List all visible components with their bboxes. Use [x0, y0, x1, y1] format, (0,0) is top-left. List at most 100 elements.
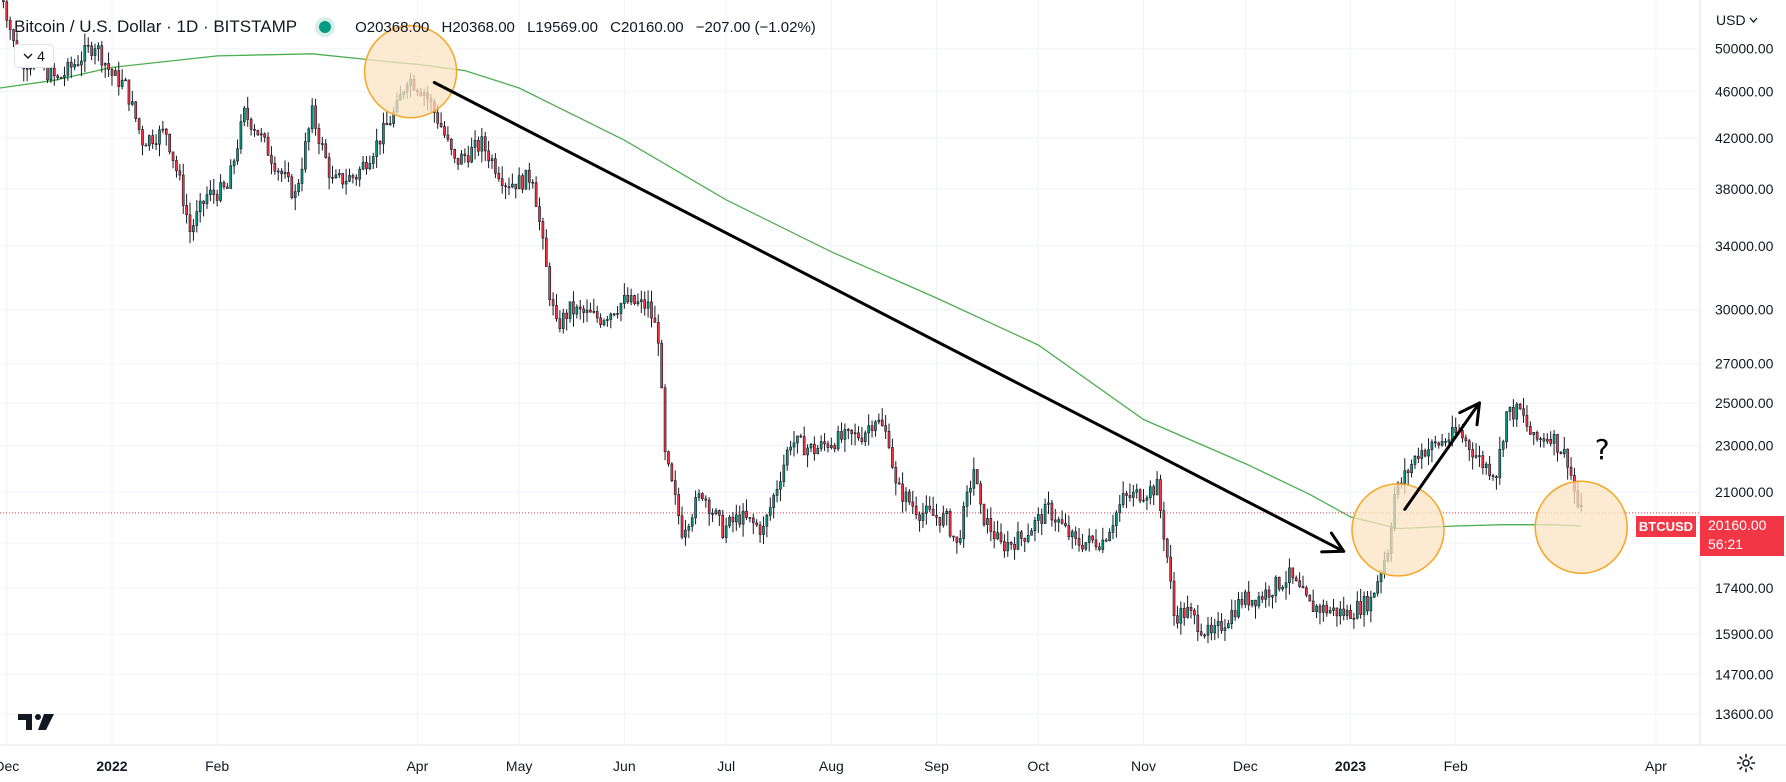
chart-grid: [0, 0, 1786, 746]
price-axis[interactable]: 50000.00 46000.00 42000.00 38000.00 34000.00…: [1715, 41, 1774, 722]
time-axis[interactable]: Dec 2022 Feb Apr May Jun Jul Aug Sep Oct Nov Dec 202…: [0, 758, 1667, 774]
candle: [925, 495, 928, 525]
candle-body: [884, 425, 887, 432]
candle: [1522, 397, 1525, 423]
candle-body: [29, 67, 32, 70]
candle: [192, 219, 195, 241]
candle-body: [517, 175, 521, 190]
candle: [1162, 501, 1166, 552]
candle: [80, 51, 83, 77]
candle-body: [1216, 621, 1220, 626]
candle-body: [1227, 623, 1230, 629]
candle: [701, 492, 704, 502]
candle: [375, 128, 378, 168]
candle: [1199, 623, 1203, 637]
candle: [321, 136, 324, 151]
candle: [1311, 589, 1315, 613]
candle: [463, 148, 467, 163]
candle: [1339, 601, 1342, 625]
candle-body: [507, 186, 511, 189]
candle-body: [1328, 610, 1332, 614]
candle: [751, 513, 755, 535]
candle: [975, 469, 979, 485]
gear-icon[interactable]: [1736, 753, 1756, 773]
candle: [1471, 442, 1474, 470]
candle: [52, 63, 56, 86]
candle: [1230, 599, 1234, 630]
candle-body: [1525, 414, 1529, 427]
time-tick-label: Oct: [1027, 758, 1049, 774]
candle: [144, 142, 148, 147]
candle: [1176, 605, 1179, 629]
candle: [1559, 450, 1563, 455]
candle-body: [1148, 486, 1152, 499]
candle: [1322, 599, 1325, 622]
price-tick-label: 15900.00: [1715, 626, 1774, 642]
candle-body: [1050, 502, 1054, 521]
candle: [93, 43, 97, 65]
candle-body: [846, 429, 850, 431]
candle: [1206, 616, 1210, 644]
candle: [1020, 529, 1023, 547]
candle: [334, 169, 338, 179]
candle: [385, 111, 389, 126]
indicators-collapse-button[interactable]: 4: [14, 44, 54, 68]
time-tick-label: Aug: [819, 758, 844, 774]
candle: [524, 169, 528, 190]
symbol-title[interactable]: Bitcoin / U.S. Dollar · 1D · BITSTAMP: [14, 17, 298, 36]
candle: [453, 148, 457, 164]
candle: [1240, 592, 1244, 609]
candle-body: [1288, 567, 1291, 584]
candle-body: [361, 161, 365, 170]
candle: [1542, 432, 1546, 448]
candle: [646, 290, 650, 318]
candle-body: [1026, 534, 1030, 542]
tradingview-logo-icon[interactable]: [18, 712, 58, 732]
candle-body: [918, 514, 921, 521]
candle-body: [694, 497, 697, 519]
time-tick-label: Nov: [1131, 758, 1156, 774]
candle: [446, 126, 450, 142]
candle-body: [314, 105, 317, 129]
candle: [1284, 570, 1288, 600]
candle: [904, 487, 908, 512]
candle-body: [636, 301, 640, 305]
candle: [114, 67, 117, 76]
candle: [239, 114, 243, 154]
candle-body: [870, 425, 874, 431]
candle: [1084, 542, 1088, 552]
last-price-value: 20160.00: [1708, 517, 1767, 533]
candle: [626, 287, 630, 304]
candle-body: [565, 312, 568, 319]
candle: [996, 520, 999, 540]
candle-body: [1562, 448, 1566, 454]
candle-body: [114, 70, 117, 76]
candle: [310, 98, 314, 134]
candle: [354, 174, 358, 186]
candle-body: [765, 515, 769, 527]
candle-body: [1535, 432, 1539, 440]
candle-body: [1199, 631, 1203, 636]
candle: [1366, 590, 1369, 615]
candle: [782, 454, 786, 488]
candle-body: [1332, 607, 1335, 611]
candle-body: [310, 105, 314, 130]
candle: [1053, 508, 1057, 532]
candle-body: [521, 175, 524, 190]
candle: [1237, 591, 1240, 619]
candle: [636, 293, 640, 307]
candle-body: [1369, 596, 1373, 612]
candle-body: [466, 155, 470, 163]
candle-body: [103, 63, 107, 66]
market-status-dot[interactable]: [319, 21, 332, 33]
candle: [1328, 606, 1332, 614]
candle: [511, 173, 514, 189]
candle: [941, 505, 945, 528]
candle-body: [592, 311, 596, 313]
currency-selector[interactable]: USD: [1716, 12, 1758, 28]
candle: [1132, 485, 1135, 507]
candle-body: [154, 143, 158, 145]
candle: [558, 310, 562, 333]
candle-body: [1359, 601, 1362, 615]
